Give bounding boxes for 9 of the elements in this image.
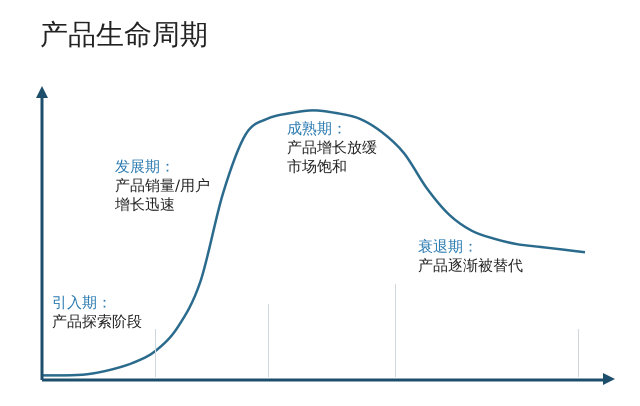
- annotation: 产品探索阶段: [52, 312, 142, 330]
- annotation: 引入期：: [52, 293, 112, 312]
- annotation: 成熟期：: [287, 119, 347, 138]
- annotation: 产品销量/用户增长迅速: [114, 176, 210, 214]
- annotation: 产品逐渐被替代: [418, 256, 523, 274]
- annotation: 产品增长放缓市场饱和: [287, 138, 377, 176]
- chart-title: 产品生命周期: [40, 17, 208, 53]
- annotation: 衰退期：: [418, 237, 478, 256]
- annotation: 发展期：: [115, 157, 175, 176]
